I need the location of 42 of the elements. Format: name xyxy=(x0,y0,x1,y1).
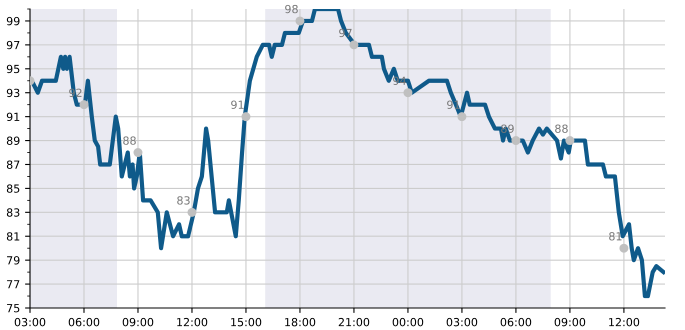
x-tick-label: 21:00 xyxy=(338,318,370,326)
annotation: 88 xyxy=(555,124,568,133)
x-tick-label: 15:00 xyxy=(231,318,262,326)
x-tick-label: 09:00 xyxy=(122,318,154,326)
point xyxy=(457,112,466,122)
x-tick-label: 03:00 xyxy=(446,318,478,326)
y-tick-label: 91 xyxy=(6,112,20,122)
x-tick-label: 03:00 xyxy=(14,318,46,326)
x-tick-label: 06:00 xyxy=(68,318,100,326)
point xyxy=(349,40,358,50)
x-tick-label: 12:00 xyxy=(177,318,208,326)
x-tick-label: 09:00 xyxy=(554,318,586,326)
point xyxy=(79,100,88,110)
x-tick-label: 12:00 xyxy=(609,318,640,326)
point xyxy=(511,136,520,146)
y-tick-label: 81 xyxy=(6,232,20,241)
y-tick-label: 93 xyxy=(6,88,20,98)
y-tick-label: 87 xyxy=(6,160,20,169)
y-tick-label: 95 xyxy=(6,64,20,74)
point xyxy=(241,112,250,122)
annotation: 88 xyxy=(123,136,136,145)
y-tick-label: 83 xyxy=(6,208,20,217)
point xyxy=(619,244,628,253)
x-tick-label: 18:00 xyxy=(285,318,316,326)
y-tick-label: 85 xyxy=(6,184,20,193)
point xyxy=(403,88,412,98)
y-tick-label: 99 xyxy=(6,16,20,26)
x-tick-label: 00:00 xyxy=(392,318,424,326)
y-tick-label: 77 xyxy=(7,280,20,288)
annotation: 91 xyxy=(231,100,244,109)
y-tick-label: 75 xyxy=(7,304,20,312)
point xyxy=(565,136,574,146)
point xyxy=(133,148,142,158)
point xyxy=(295,16,304,26)
annotation: 83 xyxy=(177,196,190,205)
point xyxy=(187,208,196,217)
annotation: 98 xyxy=(285,4,298,14)
annotation: 81 xyxy=(609,232,622,240)
x-tick-label: 06:00 xyxy=(500,318,532,326)
y-tick-label: 79 xyxy=(7,256,20,265)
y-tick-label: 89 xyxy=(6,136,20,145)
y-tick-label: 97 xyxy=(6,40,20,50)
